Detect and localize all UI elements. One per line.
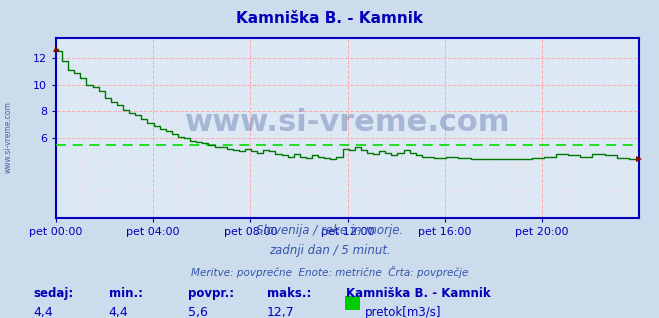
Text: maks.:: maks.: [267, 287, 311, 300]
Text: Kamniška B. - Kamnik: Kamniška B. - Kamnik [346, 287, 490, 300]
Text: 5,6: 5,6 [188, 306, 208, 318]
Text: zadnji dan / 5 minut.: zadnji dan / 5 minut. [269, 244, 390, 257]
Text: povpr.:: povpr.: [188, 287, 234, 300]
Text: Meritve: povprečne  Enote: metrične  Črta: povprečje: Meritve: povprečne Enote: metrične Črta:… [191, 266, 468, 278]
Text: sedaj:: sedaj: [33, 287, 73, 300]
Text: pretok[m3/s]: pretok[m3/s] [364, 306, 441, 318]
Text: min.:: min.: [109, 287, 143, 300]
Text: Kamniška B. - Kamnik: Kamniška B. - Kamnik [236, 11, 423, 26]
Text: Slovenija / reke in morje.: Slovenija / reke in morje. [256, 224, 403, 237]
Text: 12,7: 12,7 [267, 306, 295, 318]
Text: www.si-vreme.com: www.si-vreme.com [185, 108, 510, 137]
Text: 4,4: 4,4 [109, 306, 129, 318]
Text: 4,4: 4,4 [33, 306, 53, 318]
Text: www.si-vreme.com: www.si-vreme.com [4, 101, 13, 173]
